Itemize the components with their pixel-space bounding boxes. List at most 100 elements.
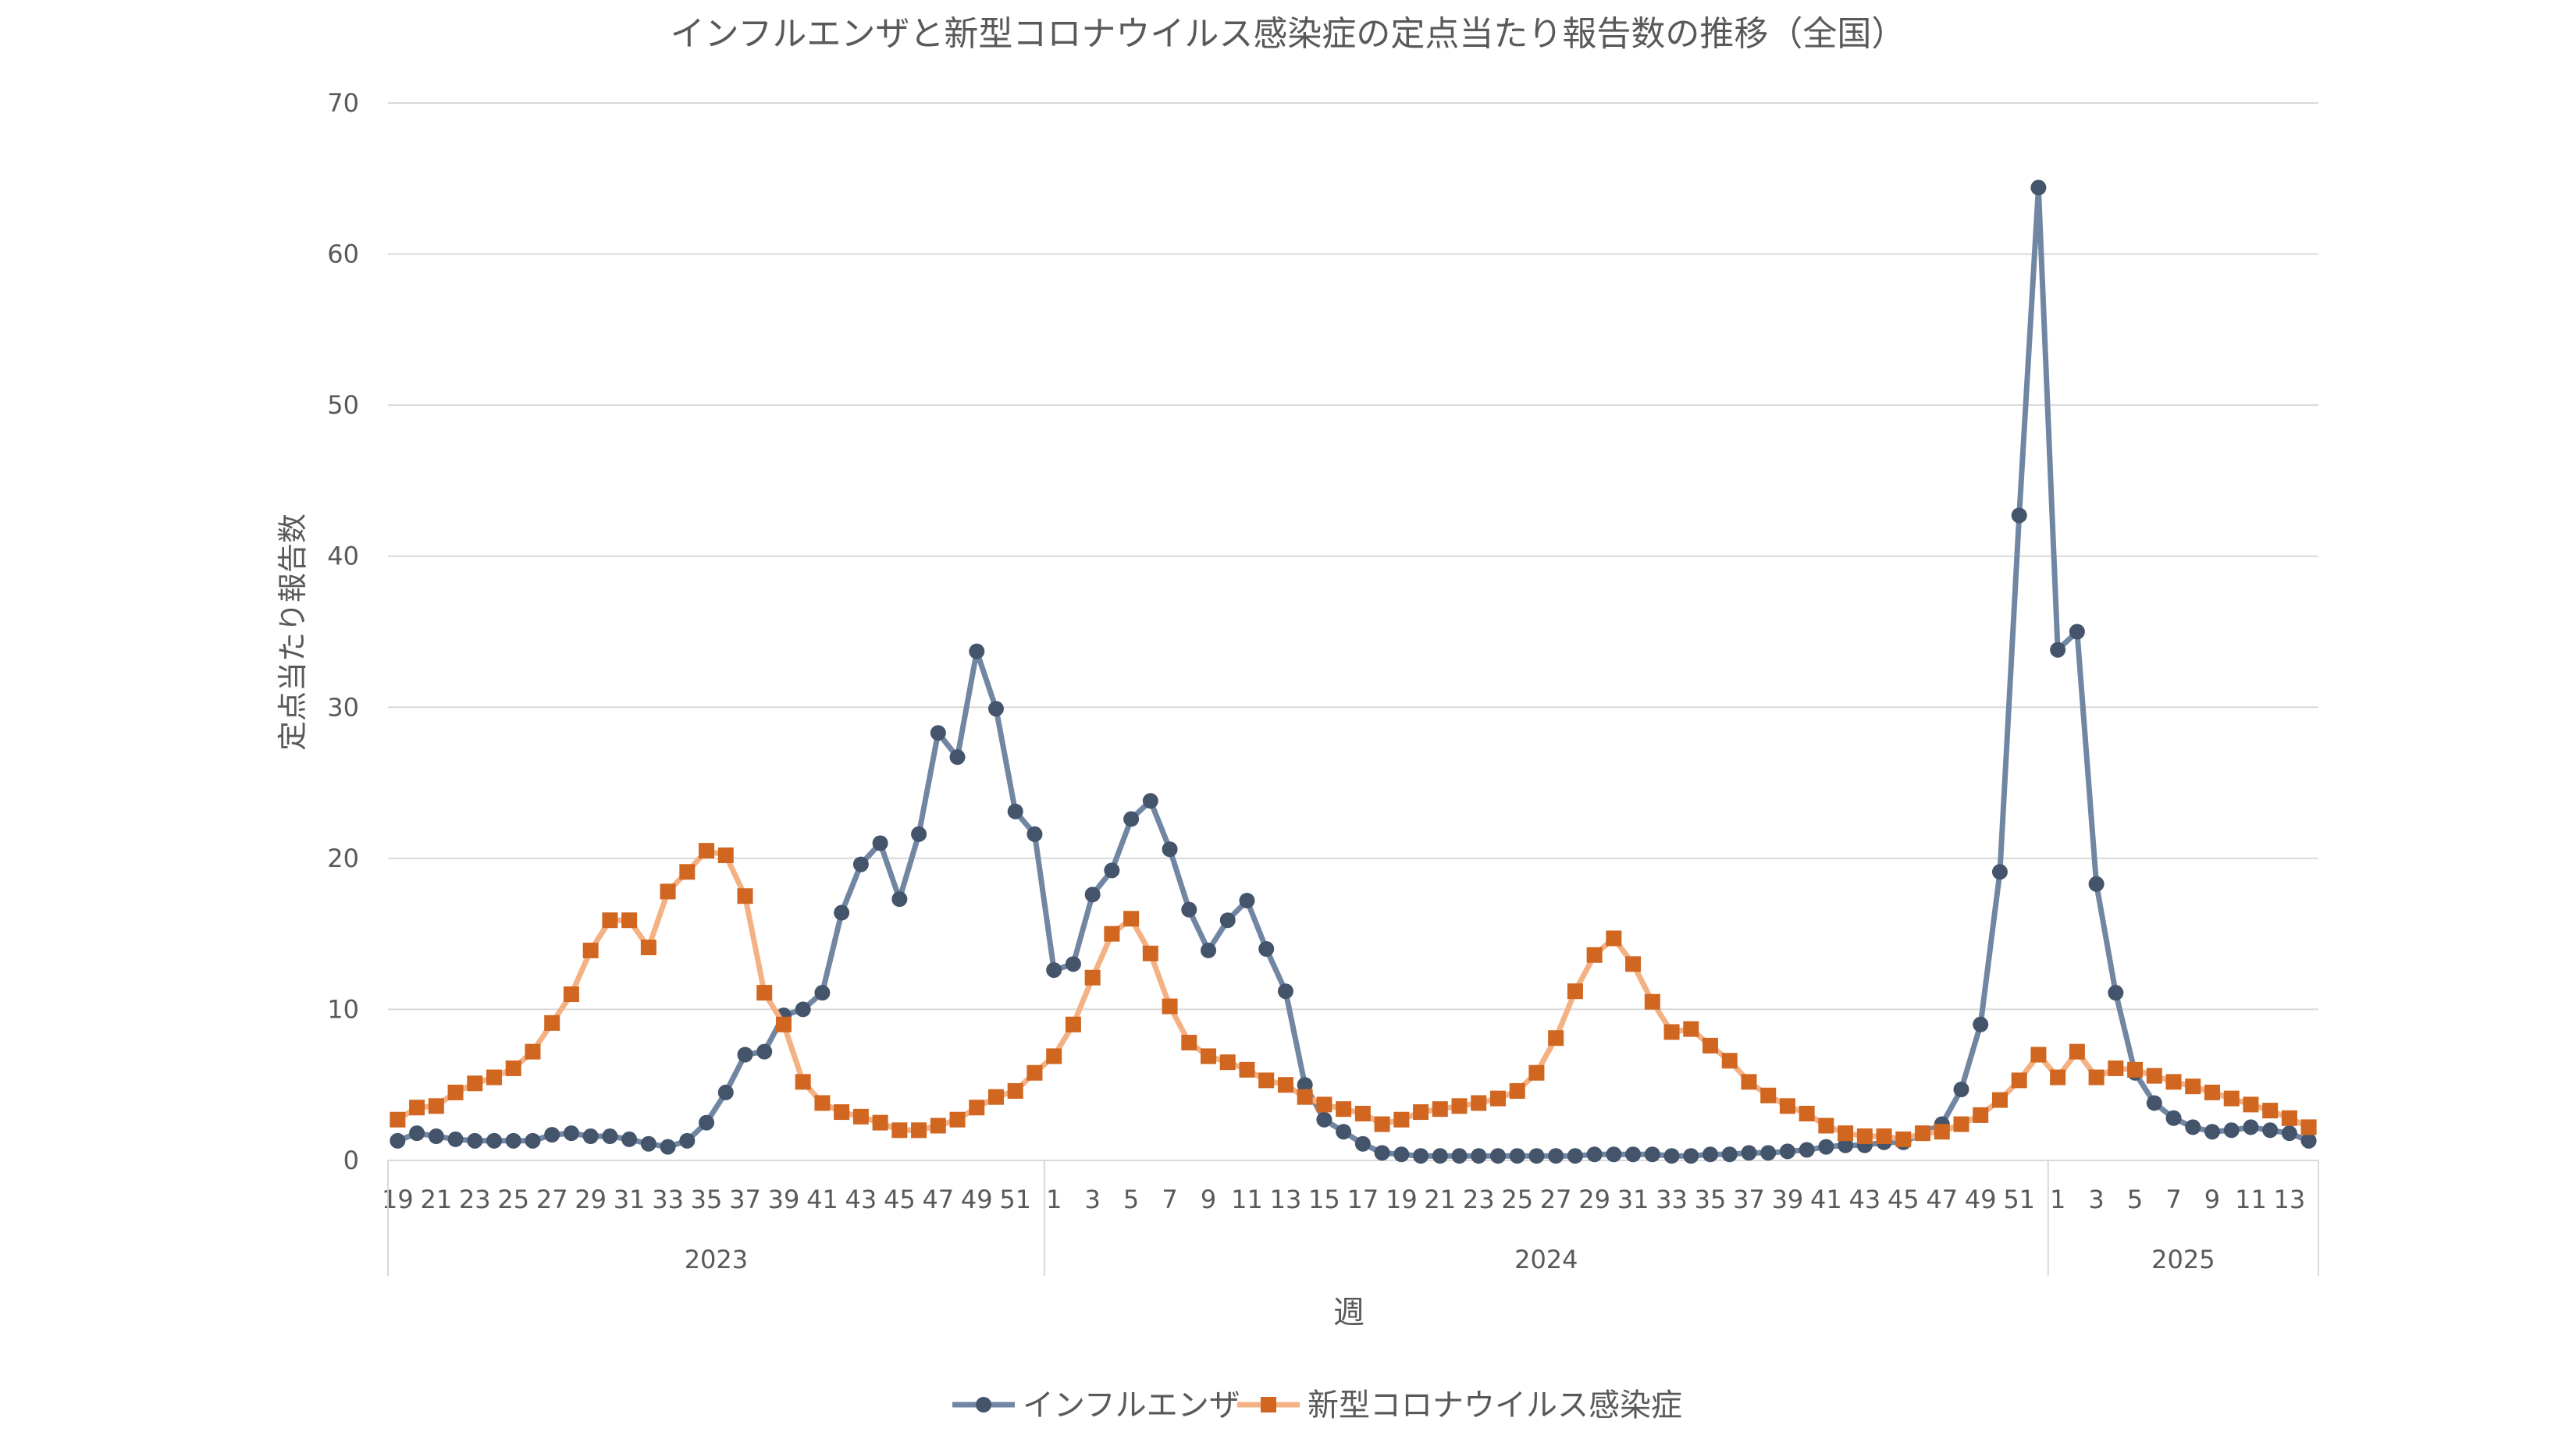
x-tick-label: 33 — [1656, 1185, 1688, 1214]
data-point — [2185, 1119, 2201, 1135]
data-point — [949, 749, 966, 766]
data-point — [679, 1132, 696, 1149]
data-point — [1838, 1125, 1854, 1142]
data-point — [447, 1131, 464, 1147]
data-point — [1703, 1037, 1719, 1054]
x-tick-label: 37 — [729, 1185, 761, 1214]
data-point — [1683, 1148, 1699, 1164]
data-point — [1026, 826, 1043, 842]
data-point — [2069, 1043, 2085, 1060]
data-point — [911, 1122, 927, 1139]
y-tick-label: 0 — [343, 1146, 359, 1175]
data-point — [1915, 1125, 1931, 1142]
x-tick-label: 49 — [961, 1185, 993, 1214]
data-point — [582, 942, 599, 958]
data-point — [775, 1016, 792, 1032]
data-point — [1606, 1146, 1622, 1163]
data-point — [1586, 947, 1603, 963]
y-tick-label: 60 — [327, 240, 359, 269]
data-point — [1393, 1111, 1410, 1128]
year-label: 2025 — [2151, 1245, 2215, 1274]
y-tick-label: 70 — [327, 88, 359, 118]
data-point — [2223, 1122, 2240, 1139]
data-point — [2011, 1072, 2027, 1089]
data-point — [756, 985, 773, 1001]
data-point — [1586, 1146, 1603, 1163]
data-point — [1991, 864, 2008, 880]
data-point — [699, 843, 715, 859]
data-point — [428, 1098, 444, 1114]
x-tick-label: 33 — [652, 1185, 684, 1214]
data-point — [1644, 1146, 1660, 1163]
data-point — [1393, 1146, 1410, 1163]
data-point — [1548, 1030, 1564, 1046]
x-tick-label: 13 — [2274, 1185, 2306, 1214]
data-point — [969, 1100, 985, 1116]
data-point — [814, 1095, 831, 1111]
data-point — [1741, 1074, 1757, 1090]
data-point — [1489, 1148, 1506, 1164]
data-point — [544, 1127, 560, 1143]
data-point — [891, 891, 908, 908]
data-point — [1354, 1105, 1371, 1121]
data-point — [2300, 1119, 2317, 1135]
data-point — [1489, 1090, 1506, 1107]
legend-label: 新型コロナウイルス感染症 — [1308, 1388, 1682, 1423]
data-point — [2300, 1132, 2317, 1149]
data-point — [1799, 1105, 1815, 1121]
data-point — [505, 1132, 521, 1149]
data-point — [467, 1132, 483, 1149]
data-point — [621, 912, 638, 929]
data-point — [640, 1135, 656, 1152]
data-point — [2127, 1061, 2144, 1078]
x-tick-label: 49 — [1965, 1185, 1997, 1214]
x-tick-label: 29 — [1578, 1185, 1610, 1214]
series-line — [394, 184, 2312, 1159]
x-tick-label: 3 — [1084, 1185, 1100, 1214]
x-tick-label: 19 — [382, 1185, 414, 1214]
data-point — [582, 1128, 599, 1145]
data-point — [1162, 841, 1178, 858]
data-point — [852, 1108, 869, 1125]
x-tick-label: 17 — [1347, 1185, 1379, 1214]
data-point — [1084, 969, 1101, 986]
data-point — [1201, 942, 1217, 958]
data-point — [2030, 179, 2047, 196]
data-point — [1799, 1142, 1815, 1158]
data-point — [834, 904, 850, 921]
series-2 — [390, 843, 2317, 1147]
data-point — [1201, 1048, 1217, 1064]
x-tick-label: 21 — [1424, 1185, 1456, 1214]
data-point — [486, 1069, 503, 1086]
data-point — [1895, 1131, 1912, 1147]
x-tick-label: 1 — [2050, 1185, 2065, 1214]
data-point — [525, 1132, 541, 1149]
data-point — [717, 1084, 734, 1100]
data-point — [1336, 1124, 1352, 1140]
data-point — [602, 912, 618, 929]
data-point — [814, 985, 831, 1001]
data-point — [2281, 1110, 2297, 1126]
data-point — [911, 826, 927, 842]
x-tick-label: 31 — [614, 1185, 646, 1214]
x-tick-label: 43 — [1848, 1185, 1880, 1214]
data-point — [563, 986, 579, 1003]
data-point — [949, 1111, 966, 1128]
data-point — [2088, 876, 2105, 892]
x-tick-label: 51 — [2003, 1185, 2035, 1214]
legend: インフルエンザ 新型コロナウイルス感染症 — [952, 1388, 1682, 1423]
data-point — [1219, 1054, 1236, 1071]
data-point — [525, 1043, 541, 1060]
x-tick-label: 9 — [1201, 1185, 1216, 1214]
data-point — [409, 1100, 425, 1116]
data-point — [2165, 1110, 2182, 1126]
legend-marker — [976, 1397, 991, 1412]
data-point — [834, 1104, 850, 1121]
data-point — [1606, 930, 1622, 947]
data-point — [2088, 1069, 2105, 1086]
data-point — [1625, 1146, 1642, 1163]
year-label: 2023 — [685, 1245, 748, 1274]
x-tick-label: 19 — [1386, 1185, 1418, 1214]
x-tick-label: 45 — [884, 1185, 916, 1214]
data-point — [544, 1014, 560, 1031]
